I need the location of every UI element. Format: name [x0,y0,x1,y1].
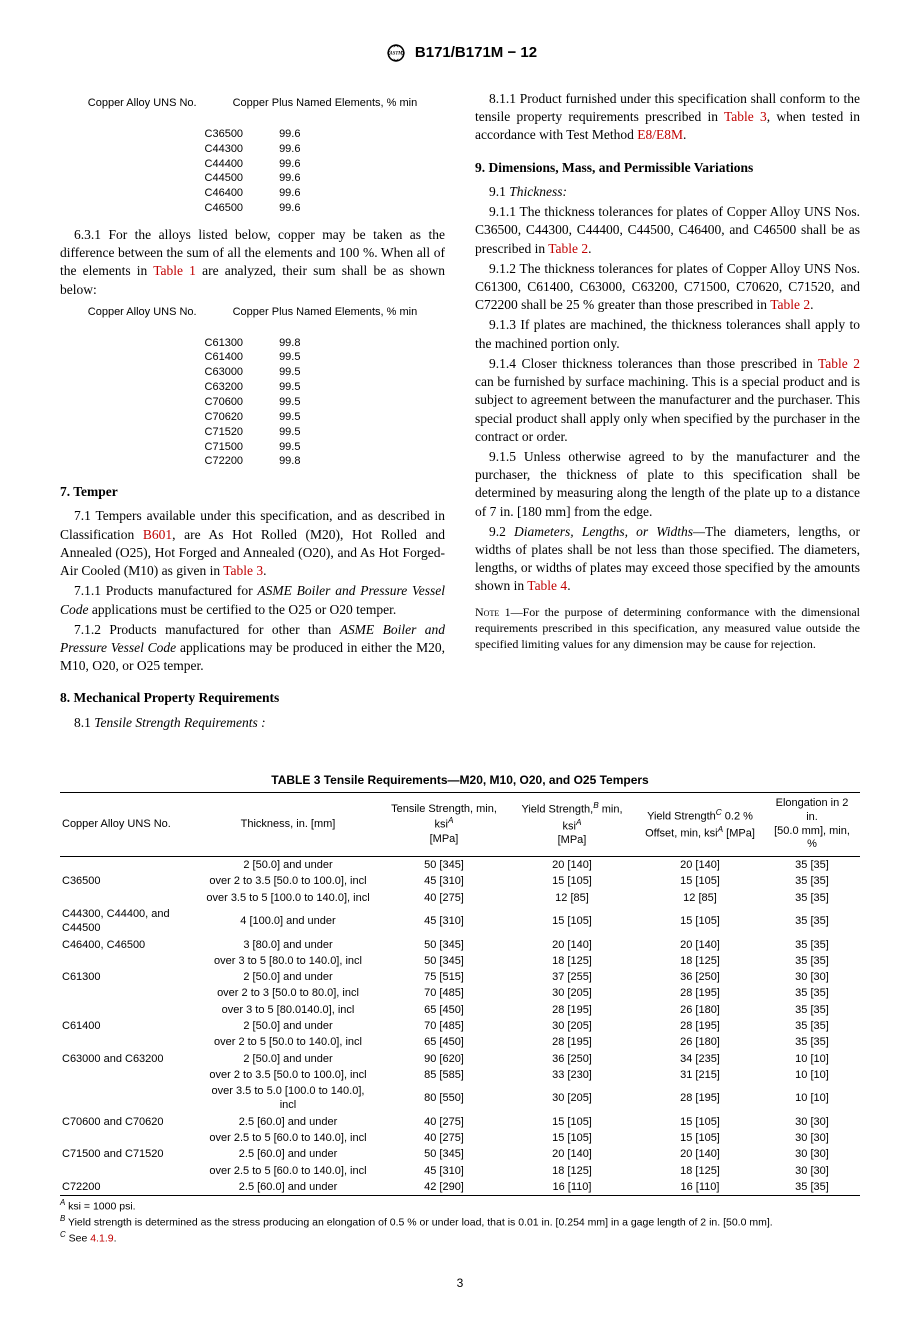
mini-table-1-body: C3650099.6C4430099.6C4440099.6C4450099.6… [187,127,319,216]
svg-text:ASTM: ASTM [389,52,404,57]
table-row: over 2.5 to 5 [60.0 to 140.0], incl45 [3… [60,1163,860,1179]
table-row: over 3.5 to 5 [100.0 to 140.0], incl40 [… [60,890,860,906]
table-row: over 3 to 5 [80.0 to 140.0], incl50 [345… [60,953,860,969]
para-7-1-1: 7.1.1 Products manufactured for ASME Boi… [60,582,445,618]
right-column: 8.1.1 Product furnished under this speci… [475,90,860,734]
para-9-1-2: 9.1.2 The thickness tolerances for plate… [475,260,860,315]
pct-min: 99.6 [261,201,318,216]
page-number: 3 [60,1275,860,1291]
table-row: over 3.5 to 5.0 [100.0 to 140.0], incl80… [60,1083,860,1114]
uns-no: C44500 [187,171,262,186]
table-row: over 2 to 5 [50.0 to 140.0], incl65 [450… [60,1034,860,1050]
table-row: C46400, C465003 [80.0] and under50 [345]… [60,937,860,953]
section-8-heading: 8. Mechanical Property Requirements [60,689,445,707]
table-row: C70600 and C706202.5 [60.0] and under40 … [60,1114,860,1130]
pct-min: 99.8 [261,454,318,469]
uns-no: C44400 [187,157,262,172]
pct-min: 99.6 [261,127,318,142]
uns-no: C70620 [187,410,262,425]
uns-no: C63200 [187,380,262,395]
section-9-heading: 9. Dimensions, Mass, and Permissible Var… [475,159,860,177]
table-row: over 2 to 3.5 [50.0 to 100.0], incl85 [5… [60,1067,860,1083]
table-row: over 2.5 to 5 [60.0 to 140.0], incl40 [2… [60,1130,860,1146]
pct-min: 99.6 [261,186,318,201]
header-title: B171/B171M − 12 [415,44,537,61]
uns-no: C46400 [187,186,262,201]
uns-no: C63000 [187,365,262,380]
para-7-1-2: 7.1.2 Products manufactured for other th… [60,621,445,676]
uns-no: C61400 [187,350,262,365]
pct-min: 99.6 [261,142,318,157]
mini-table-2: Copper Alloy UNS No.Copper Plus Named El… [70,303,435,326]
pct-min: 99.5 [261,350,318,365]
table-row: over 3 to 5 [80.0140.0], incl65 [450]28 … [60,1002,860,1018]
table-row: C44300, C44400, and C445004 [100.0] and … [60,906,860,937]
pct-min: 99.5 [261,395,318,410]
astm-logo-icon: ASTM [383,40,409,66]
uns-no: C61300 [187,336,262,351]
table-row: C71500 and C715202.5 [60.0] and under50 … [60,1146,860,1162]
two-column-body: Copper Alloy UNS No.Copper Plus Named El… [60,90,860,734]
table1-ref: Table 1 [153,263,196,278]
pct-min: 99.6 [261,171,318,186]
pct-min: 99.6 [261,157,318,172]
para-9-2: 9.2 Diameters, Lengths, or Widths—The di… [475,523,860,596]
table-3: Copper Alloy UNS No. Thickness, in. [mm]… [60,792,860,1196]
para-6-3-1: 6.3.1 For the alloys listed below, coppe… [60,226,445,299]
table-3-wrap: TABLE 3 Tensile Requirements—M20, M10, O… [60,772,860,1245]
uns-no: C71520 [187,425,262,440]
mini-table-1: Copper Alloy UNS No.Copper Plus Named El… [70,94,435,117]
pct-min: 99.5 [261,410,318,425]
pct-min: 99.5 [261,440,318,455]
table-row: C36500over 2 to 3.5 [50.0 to 100.0], inc… [60,873,860,889]
section-7-heading: 7. Temper [60,483,445,501]
uns-no: C72200 [187,454,262,469]
para-8-1: 8.1 Tensile Strength Requirements : [60,714,445,732]
para-9-1-5: 9.1.5 Unless otherwise agreed to by the … [475,448,860,521]
para-9-1-3: 9.1.3 If plates are machined, the thickn… [475,316,860,352]
pct-min: 99.5 [261,425,318,440]
uns-no: C44300 [187,142,262,157]
left-column: Copper Alloy UNS No.Copper Plus Named El… [60,90,445,734]
uns-no: C70600 [187,395,262,410]
table-row: C613002 [50.0] and under75 [515]37 [255]… [60,969,860,985]
uns-no: C46500 [187,201,262,216]
uns-no: C36500 [187,127,262,142]
uns-no: C71500 [187,440,262,455]
pct-min: 99.5 [261,365,318,380]
table-row: C614002 [50.0] and under70 [485]30 [205]… [60,1018,860,1034]
para-9-1-1: 9.1.1 The thickness tolerances for plate… [475,203,860,258]
table-3-footnotes: A ksi = 1000 psi. B Yield strength is de… [60,1198,860,1245]
para-9-1: 9.1 Thickness: [475,183,860,201]
table-row: C722002.5 [60.0] and under42 [290]16 [11… [60,1179,860,1196]
table-row: over 2 to 3 [50.0 to 80.0], incl70 [485]… [60,985,860,1001]
note-1: Note 1—For the purpose of determining co… [475,604,860,653]
table-row: C63000 and C632002 [50.0] and under90 [6… [60,1051,860,1067]
table-3-title: TABLE 3 Tensile Requirements—M20, M10, O… [60,772,860,788]
pct-min: 99.8 [261,336,318,351]
table-row: 2 [50.0] and under50 [345]20 [140]20 [14… [60,857,860,874]
mini-table-2-body: C6130099.8C6140099.5C6300099.5C6320099.5… [187,336,319,470]
para-7-1: 7.1 Tempers available under this specifi… [60,507,445,580]
pct-min: 99.5 [261,380,318,395]
page-header: ASTM B171/B171M − 12 [60,40,860,66]
para-9-1-4: 9.1.4 Closer thickness tolerances than t… [475,355,860,446]
para-8-1-1: 8.1.1 Product furnished under this speci… [475,90,860,145]
